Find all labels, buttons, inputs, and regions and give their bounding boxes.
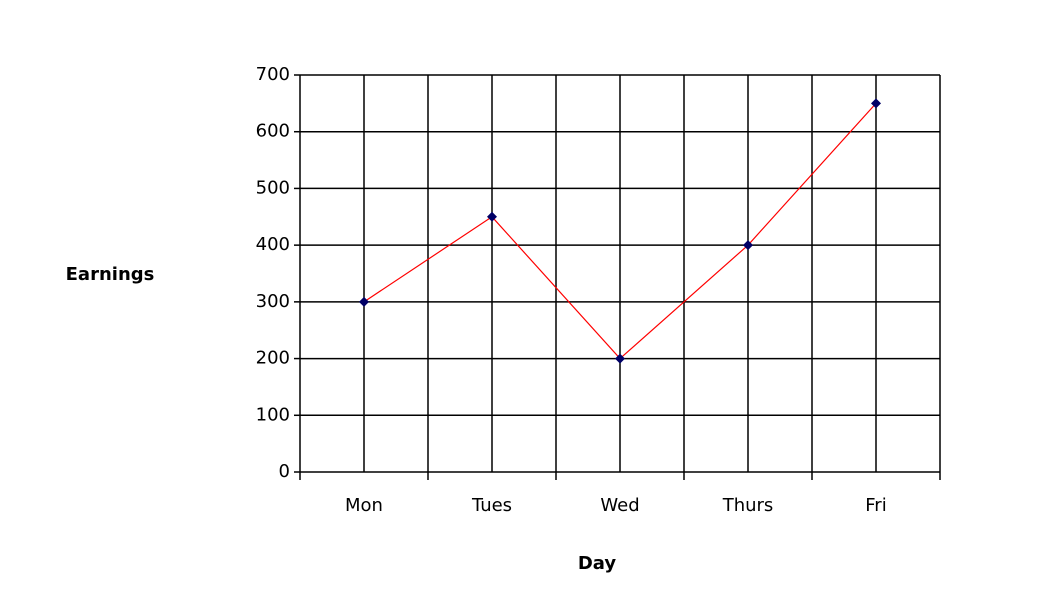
data-point [359,296,369,307]
y-tick-label: 500 [256,177,290,198]
x-tick-label: Wed [600,495,639,516]
data-point [871,98,881,109]
x-tick-label: Thurs [722,495,774,516]
y-tick-label: 300 [256,291,290,312]
data-point [487,211,497,222]
y-tick-label: 200 [256,348,290,369]
y-tick-label: 100 [256,404,290,425]
y-tick-label: 400 [256,234,290,255]
data-point [615,353,625,364]
x-axis-label: Day [578,553,617,574]
x-tick-label: Fri [865,495,886,516]
y-tick-label: 700 [256,64,290,85]
y-tick-label: 600 [256,121,290,142]
y-axis-label: Earnings [66,264,155,285]
x-tick-label: Mon [345,495,383,516]
y-tick-label: 0 [279,461,290,482]
x-tick-label: Tues [471,495,512,516]
data-point [743,240,753,251]
